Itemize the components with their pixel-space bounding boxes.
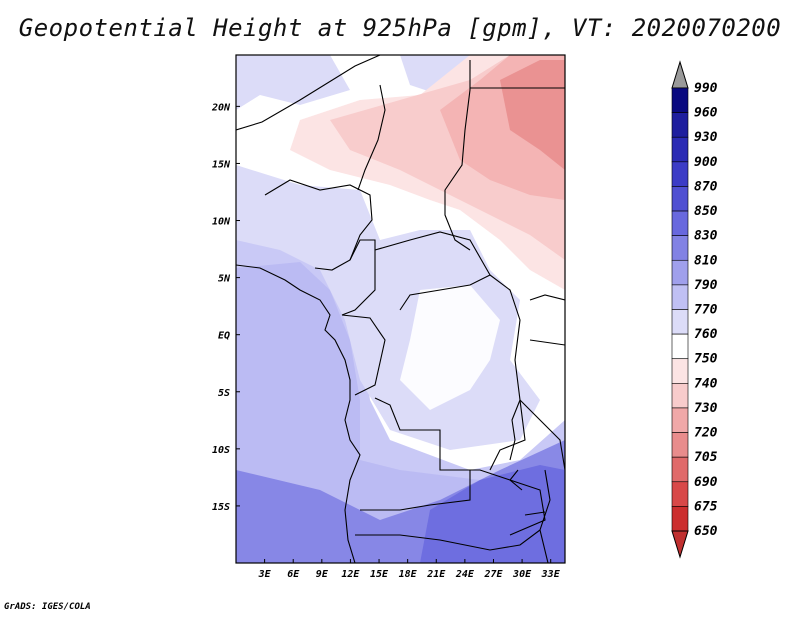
map-frame <box>235 54 566 564</box>
border-drc-east <box>489 274 526 471</box>
field-pale-blue-northwest <box>236 55 350 110</box>
colorbar-segment <box>671 210 689 236</box>
border-cameroon <box>341 239 376 316</box>
colorbar-segment <box>671 87 689 113</box>
colorbar-segment <box>671 309 689 335</box>
border-mozambique <box>539 469 551 563</box>
lon-tick-label: 15E <box>370 569 389 580</box>
longitude-axis: 3E 6E 9E 12E 15E 18E 21E 24E 27E 30E 33E <box>258 559 561 580</box>
lat-tick-label: 10S <box>212 445 230 456</box>
colorbar-label: 790 <box>694 278 718 293</box>
colorbar-label: 690 <box>694 475 718 490</box>
lon-tick-label: 33E <box>541 569 561 580</box>
lake-malawi <box>524 511 546 516</box>
border-uganda-kenya <box>529 294 565 301</box>
colorbar-label: 990 <box>694 81 718 96</box>
lon-tick-label: 3E <box>258 569 272 580</box>
borders <box>236 55 565 563</box>
colorbar-under-arrow <box>671 530 689 559</box>
colorbar: 990 960 930 900 870 850 830 810 790 770 760 750 740 7… <box>671 60 718 559</box>
border-tanzania <box>519 399 565 471</box>
credit-label: GrADS: IGES/COLA <box>4 602 91 612</box>
field-blue-coast <box>236 210 565 563</box>
colorbar-segment <box>671 112 689 138</box>
colorbar-label: 720 <box>694 426 718 441</box>
colorbar-segment <box>671 259 689 286</box>
colorbar-label: 740 <box>694 376 718 391</box>
lon-tick-label: 27E <box>483 569 503 580</box>
latitude-axis: 20N 15N 10N 5N EQ 5S 10S 15S <box>211 102 240 513</box>
lon-tick-label: 21E <box>426 569 446 580</box>
colorbar-segment <box>671 235 689 261</box>
lon-tick-label: 18E <box>399 569 418 580</box>
lat-tick-label: 10N <box>212 217 231 228</box>
colorbar-label: 810 <box>694 253 718 268</box>
colorbar-label: 705 <box>694 450 718 465</box>
colorbar-label: 770 <box>694 303 718 318</box>
field-white-central <box>400 285 500 410</box>
colorbar-segment <box>671 186 689 212</box>
colorbar-segment <box>671 358 689 384</box>
border-south-africa <box>355 529 541 551</box>
colorbar-label: 730 <box>694 401 718 416</box>
colorbar-segment <box>671 481 689 507</box>
lake-victoria <box>509 399 521 461</box>
lon-tick-label: 24E <box>455 569 475 580</box>
colorbar-segment <box>671 284 689 310</box>
lat-tick-label: EQ <box>218 331 230 342</box>
map-title: Geopotential Height at 925hPa [gpm], VT:… <box>18 14 782 42</box>
border-nigeria <box>264 179 373 271</box>
colorbar-segment <box>671 136 689 163</box>
border-east <box>529 339 565 346</box>
colorbar-segment <box>671 407 689 433</box>
colorbar-label: 900 <box>694 155 718 170</box>
lon-tick-label: 30E <box>512 569 532 580</box>
colorbar-label: 750 <box>694 352 718 367</box>
colorbar-label: 850 <box>694 204 718 219</box>
border-congo <box>341 314 386 396</box>
colorbar-label: 830 <box>694 229 718 244</box>
colorbar-segment <box>671 333 689 360</box>
lon-tick-label: 9E <box>316 569 329 580</box>
border-niger-chad <box>357 84 386 191</box>
colorbar-label: 675 <box>694 499 718 514</box>
lat-tick-label: 15N <box>212 159 231 170</box>
border-sahara-east <box>236 55 381 131</box>
colorbar-segment <box>671 456 689 483</box>
colorbar-segment <box>671 383 689 409</box>
colorbar-segment <box>671 432 689 458</box>
colorbar-over-arrow <box>671 60 689 89</box>
coastline-west <box>236 264 361 563</box>
colorbar-label: 650 <box>694 524 718 539</box>
colorbar-label: 760 <box>694 327 718 342</box>
colorbar-segment <box>671 506 689 532</box>
lake-tanganyika <box>509 469 523 491</box>
colorbar-label: 870 <box>694 179 718 194</box>
colorbar-label: 960 <box>694 106 718 121</box>
colorbar-segment <box>671 161 689 187</box>
lon-tick-label: 12E <box>341 569 360 580</box>
lat-tick-label: 5N <box>218 274 231 285</box>
lat-tick-label: 5S <box>218 388 230 399</box>
colorbar-label: 930 <box>694 130 718 145</box>
lon-tick-label: 6E <box>287 569 300 580</box>
lat-tick-label: 15S <box>212 502 230 513</box>
border-zambia <box>440 469 546 536</box>
lat-tick-label: 20N <box>211 102 231 113</box>
